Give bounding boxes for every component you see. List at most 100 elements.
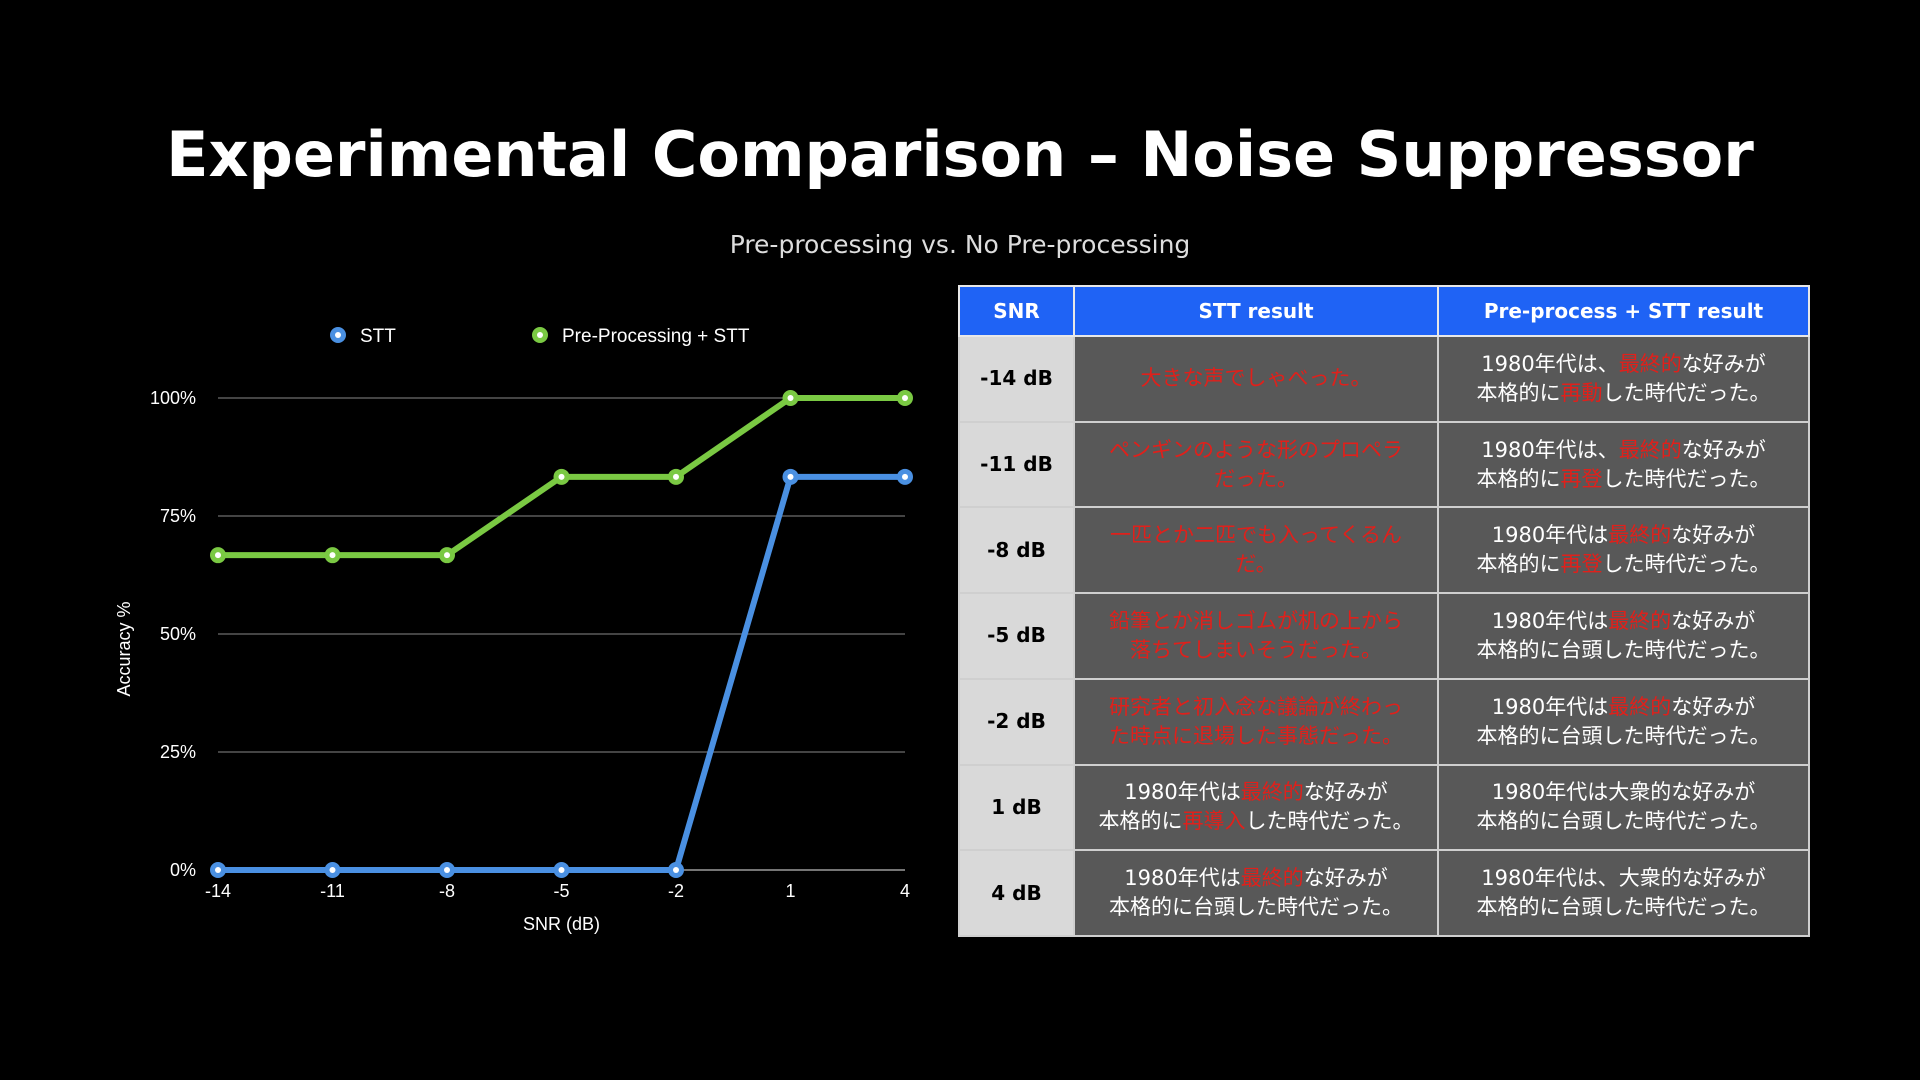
error-text: 再動	[1560, 380, 1603, 405]
slide-subtitle: Pre-processing vs. No Pre-processing	[729, 230, 1191, 259]
x-axis-title: SNR (dB)	[523, 914, 600, 934]
data-point-center	[329, 552, 336, 559]
data-point-center	[902, 473, 908, 480]
result-text: な好みが	[1671, 694, 1756, 719]
error-text: 最終的	[1240, 866, 1304, 891]
snr-cell: -2 dB	[958, 677, 1075, 766]
result-text: 本格的に台頭した時代だった。	[1476, 637, 1771, 662]
y-axis-title: Accuracy %	[114, 601, 134, 696]
result-text: 本格的に	[1098, 809, 1183, 834]
snr-cell: -8 dB	[958, 506, 1075, 595]
error-text: 最終的	[1608, 694, 1672, 719]
data-point-center	[444, 867, 450, 873]
result-text: 1980年代は	[1491, 523, 1609, 548]
result-text: 本格的に台頭した時代だった。	[1476, 895, 1771, 920]
data-point-center	[673, 473, 679, 480]
snr-cell: 4 dB	[958, 849, 1075, 937]
legend-marker-center	[335, 332, 341, 338]
header-preprocess-stt-result: Pre-process + STT result	[1437, 285, 1810, 337]
table-row: -2 dB 研究者と初入念な議論が終わっ た時点に退場した事態だった。 1980年代は…	[958, 677, 1810, 766]
error-text: だった。	[1214, 466, 1298, 491]
stt-result-cell: 研究者と初入念な議論が終わっ た時点に退場した事態だった。	[1073, 677, 1439, 766]
preprocess-result-cell: 1980年代は最終的な好みが 本格的に再登した時代だった。	[1437, 506, 1810, 595]
result-text: 1980年代は、	[1481, 351, 1619, 376]
result-text: 1980年代は	[1124, 866, 1241, 891]
legend-label: STT	[360, 326, 396, 347]
error-text: 落ちてしまいそうだった。	[1130, 637, 1382, 662]
snr-cell: -14 dB	[958, 335, 1075, 423]
data-point-center	[902, 395, 908, 401]
y-tick-label: 50%	[160, 624, 196, 644]
result-text: 1980年代は大衆的な好みが	[1491, 780, 1756, 805]
data-point-center	[215, 552, 221, 559]
result-text: した時代だった。	[1602, 552, 1771, 577]
data-point-center	[329, 867, 336, 873]
error-text: 最終的	[1608, 608, 1672, 633]
y-tick-label: 75%	[160, 506, 196, 526]
result-text: 本格的に台頭した時代だった。	[1476, 723, 1771, 748]
data-point-center	[558, 473, 565, 480]
error-text: 最終的	[1618, 437, 1682, 462]
header-stt-result: STT result	[1073, 285, 1439, 337]
result-text: した時代だった。	[1245, 809, 1414, 834]
error-text: た時点に退場した事態だった。	[1109, 723, 1403, 748]
error-text: 再登	[1560, 552, 1603, 577]
data-point-center	[215, 867, 221, 873]
stt-result-cell: ペンギンのような形のプロペラ だった。	[1073, 420, 1439, 509]
error-text: 最終的	[1608, 523, 1672, 548]
data-point-center	[444, 552, 450, 559]
result-text: 本格的に台頭した時代だった。	[1109, 895, 1403, 920]
result-text: な好みが	[1681, 351, 1766, 376]
x-tick-label: -2	[668, 881, 684, 901]
error-text: 大きな声でしゃべった。	[1140, 366, 1372, 391]
legend-marker-center	[537, 332, 543, 338]
x-tick-label: -11	[320, 881, 345, 901]
result-text: な好みが	[1303, 780, 1388, 805]
header-snr: SNR	[958, 285, 1075, 337]
snr-cell: 1 dB	[958, 763, 1075, 852]
error-text: 再導入	[1182, 809, 1246, 834]
error-text: 最終的	[1240, 780, 1304, 805]
preprocess-result-cell: 1980年代は、大衆的な好みが 本格的に台頭した時代だった。	[1437, 849, 1810, 937]
slide-title: Experimental Comparison – Noise Suppress…	[166, 118, 1754, 191]
series-line-0	[215, 473, 908, 873]
table-row: -11 dB ペンギンのような形のプロペラ だった。 1980年代は、最終的な好みが本…	[958, 420, 1810, 509]
error-text: だ。	[1235, 552, 1277, 577]
stt-result-cell: 鉛筆とか消しゴムが机の上から 落ちてしまいそうだった。	[1073, 592, 1439, 680]
error-text: 鉛筆とか消しゴムが机の上から	[1109, 608, 1403, 633]
table-row: -5 dB 鉛筆とか消しゴムが机の上から 落ちてしまいそうだった。 1980年代は最終…	[958, 592, 1810, 680]
result-text: した時代だった。	[1602, 380, 1771, 405]
result-text: 本格的に	[1476, 552, 1561, 577]
error-text: 再登	[1560, 466, 1603, 491]
error-text: 研究者と初入念な議論が終わっ	[1109, 694, 1403, 719]
result-text: 本格的に	[1476, 466, 1561, 491]
table-row: -14 dB 大きな声でしゃべった。 1980年代は、最終的な好みが 本格的に再動した…	[958, 335, 1810, 423]
result-text: 1980年代は	[1491, 694, 1609, 719]
y-tick-label: 100%	[150, 388, 196, 408]
table-header-row: SNR STT result Pre-process + STT result	[958, 285, 1810, 337]
result-text: 1980年代は、	[1481, 437, 1619, 462]
preprocess-result-cell: 1980年代は大衆的な好みが 本格的に台頭した時代だった。	[1437, 763, 1810, 852]
result-text: な好みが	[1681, 437, 1766, 462]
error-text: 一匹とか二匹でも入ってくるん	[1110, 523, 1402, 548]
stt-result-cell: 1980年代は最終的な好みが本格的に台頭した時代だった。	[1073, 849, 1439, 937]
preprocess-result-cell: 1980年代は最終的な好みが本格的に台頭した時代だった。	[1437, 677, 1810, 766]
data-point-center	[787, 395, 794, 401]
table-row: 1 dB 1980年代は最終的な好みが 本格的に再導入した時代だった。 1980年代は…	[958, 763, 1810, 852]
preprocess-result-cell: 1980年代は、最終的な好みが 本格的に再動した時代だった。	[1437, 335, 1810, 423]
y-tick-label: 25%	[160, 742, 196, 762]
accuracy-line-chart: 0% 25% 50% 75% 100% -14 -11 -8 -5 -2 1 4 SNR (dB) Acc…	[114, 326, 913, 934]
table-row: -8 dB 一匹とか二匹でも入ってくるん だ。 1980年代は最終的な好みが 本格的に再…	[958, 506, 1810, 595]
error-text: ペンギンのような形のプロペラ	[1109, 437, 1403, 462]
stt-result-cell: 一匹とか二匹でも入ってくるん だ。	[1073, 506, 1439, 595]
preprocess-result-cell: 1980年代は、最終的な好みが本格的に再登した時代だった。	[1437, 420, 1810, 509]
x-tick-label: 4	[900, 881, 910, 901]
x-tick-label: -5	[553, 881, 569, 901]
result-text: な好みが	[1303, 866, 1388, 891]
result-text: な好みが	[1671, 608, 1756, 633]
result-text: した時代だった。	[1602, 466, 1771, 491]
result-text: 1980年代は、大衆的な好みが	[1481, 866, 1766, 891]
legend-label: Pre-Processing + STT	[562, 326, 750, 347]
preprocess-result-cell: 1980年代は最終的な好みが 本格的に台頭した時代だった。	[1437, 592, 1810, 680]
snr-cell: -11 dB	[958, 420, 1075, 509]
